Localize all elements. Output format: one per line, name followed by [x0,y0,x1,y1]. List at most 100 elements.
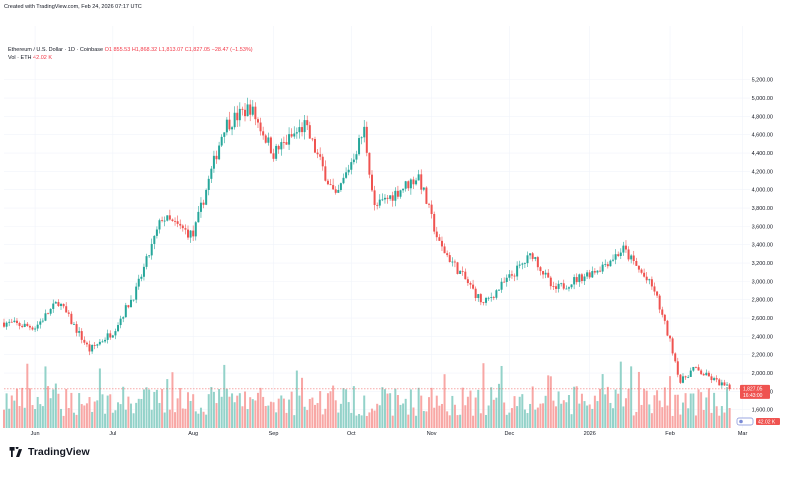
candle [106,329,109,344]
volume-bar [57,393,60,428]
volume-legend: Vol · ETH 42.02 K [8,55,52,61]
volume-bar [124,409,127,428]
volume-bar [223,364,226,428]
volume-bar [163,412,166,428]
candle [604,259,607,268]
candle [36,321,39,332]
candle [254,102,257,126]
candle [259,117,262,136]
tradingview-logo-icon[interactable] [8,447,24,457]
volume-bar [389,393,392,428]
candle [726,382,729,386]
y-tick-label: 4,600.00 [752,133,773,139]
candle [630,254,633,264]
candle [199,197,202,218]
volume-label[interactable]: Vol · ETH [8,55,32,61]
candle [132,299,135,302]
symbol-title[interactable]: Ethereum / U.S. Dollar · 1D · Coinbase [8,47,104,53]
volume-bar [5,393,8,428]
price-chart[interactable]: 1,600.001,800.002,000.002,200.002,400.00… [0,0,800,440]
candle [451,257,454,267]
candle [718,378,721,386]
volume-bar [492,399,495,428]
volume-bar [666,405,669,428]
tradingview-brand[interactable]: TradingView [28,446,90,458]
volume-bar [251,399,254,428]
y-axis[interactable]: 1,600.001,800.002,000.002,200.002,400.00… [752,78,773,414]
volume-bar [368,412,371,428]
volume-bar [111,412,114,428]
volume-bar [174,412,177,428]
volume-bar [612,408,615,428]
candle [443,243,446,254]
volume-bar [47,386,50,428]
volume-bar [233,402,236,428]
candle [269,136,272,154]
candle [166,215,169,222]
volume-label-box [756,418,780,425]
candle [697,364,700,371]
volume-bar [435,395,438,428]
volume-bar [508,412,511,428]
candle [241,106,244,116]
y-tick-label: 2,800.00 [752,298,773,304]
volume-bar [288,399,291,428]
candle [705,369,708,376]
volume-bar [583,401,586,428]
candle [117,322,120,333]
volume-bar [189,400,192,428]
candle [632,250,635,265]
candle [707,370,710,377]
y-tick-label: 3,000.00 [752,279,773,285]
footer: TradingView [8,446,90,458]
x-tick-label: Dec [504,431,514,437]
volume-bar [28,388,31,428]
candle [518,260,521,269]
candle [62,303,65,309]
candle [285,134,288,145]
volume-bar [313,404,316,428]
y-tick-label: 3,400.00 [752,243,773,249]
candle [184,224,187,235]
volume-bar [674,394,677,428]
candle [666,319,669,337]
x-axis[interactable]: Jun Jul Aug Sep Oct Nov Dec 2026 Feb Mar [31,431,748,437]
volume-bar [176,398,179,428]
candle [179,219,182,230]
volume-bar [117,402,120,428]
candle [490,292,493,302]
y-tick-label: 1,600.00 [752,408,773,414]
volume-bar [617,393,620,428]
volume-bar [256,392,259,428]
volume-bar [155,389,158,428]
volume-bar [104,413,107,428]
volume-bar [326,393,329,428]
candle [163,216,166,227]
candle [316,148,319,159]
candle [593,268,596,275]
volume-bar [495,397,498,428]
volume-bar [497,383,500,428]
volume-bar [547,375,550,428]
volume-bar [378,405,381,428]
candle [308,121,311,139]
candle [60,302,63,310]
volume-bar [570,414,573,428]
volume-bar [358,413,361,428]
volume-bar [238,393,241,428]
candle [676,357,679,378]
volume-bar [350,412,353,428]
candle [150,238,153,260]
created-with-label: Created with TradingView.com, Feb 24, 20… [4,4,142,10]
candle [352,153,355,165]
volume-bar [715,406,718,428]
volume-bar [684,393,687,428]
candle [365,121,368,157]
volume-bar [236,395,239,428]
alert-badge[interactable] [736,417,754,426]
volume-bar [72,412,75,428]
volume-bar [241,406,244,428]
candle [215,150,218,164]
volume-bar [199,407,202,428]
volume-bar [205,414,208,428]
